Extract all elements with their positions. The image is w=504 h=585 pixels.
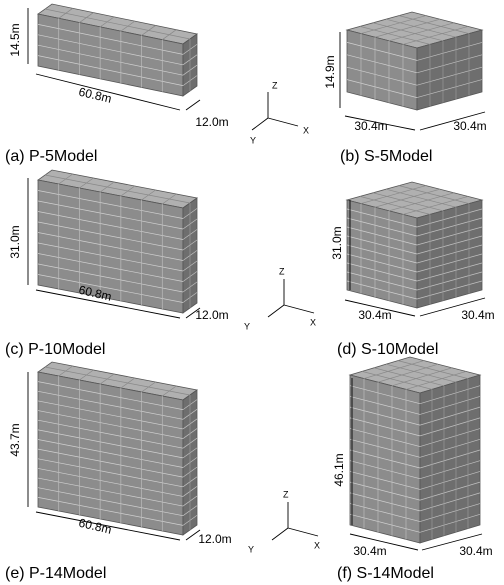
width-label: 30.4m — [353, 544, 386, 558]
axis-x: X — [314, 540, 320, 550]
depth-label: 30.4m — [461, 308, 494, 322]
axis-z: Z — [272, 80, 278, 90]
depth-label: 12.0m — [195, 115, 228, 129]
axis-x: X — [303, 125, 309, 135]
line — [288, 528, 318, 536]
width-label: 30.4m — [354, 119, 387, 133]
caption: (e) P-14Model — [5, 565, 106, 582]
height-label: 31.0m — [8, 225, 22, 258]
axis-y: Y — [248, 544, 254, 554]
height-label: 14.5m — [8, 23, 22, 56]
caption: (c) P-10Model — [5, 341, 105, 358]
axis-z: Z — [283, 489, 289, 499]
caption: (a) P-5Model — [5, 148, 97, 165]
width-label: 30.4m — [358, 308, 391, 322]
line — [268, 305, 284, 317]
line — [272, 528, 288, 540]
line — [186, 100, 200, 110]
width-label: 60.8m — [77, 85, 113, 106]
caption: (b) S-5Model — [340, 148, 432, 165]
axis-z: Z — [279, 266, 285, 276]
line — [268, 118, 298, 126]
height-label: 43.7m — [8, 423, 22, 456]
caption: (f) S-14Model — [337, 565, 434, 582]
axis-y: Y — [244, 321, 250, 331]
caption: (d) S-10Model — [337, 341, 438, 358]
height-label: 14.9m — [323, 55, 337, 88]
height-label: 31.0m — [330, 226, 344, 259]
line — [252, 118, 268, 130]
depth-label: 30.4m — [453, 119, 486, 133]
line — [284, 305, 314, 313]
figure: (a) P-5Model (b) S-5Model (c) P-10Model … — [0, 0, 504, 585]
axis-x: X — [310, 317, 316, 327]
depth-label: 12.0m — [198, 532, 231, 546]
height-label: 46.1m — [332, 453, 346, 486]
axis-y: Y — [250, 135, 256, 145]
depth-label: 30.4m — [459, 544, 492, 558]
models — [28, 4, 485, 550]
depth-label: 12.0m — [195, 308, 228, 322]
